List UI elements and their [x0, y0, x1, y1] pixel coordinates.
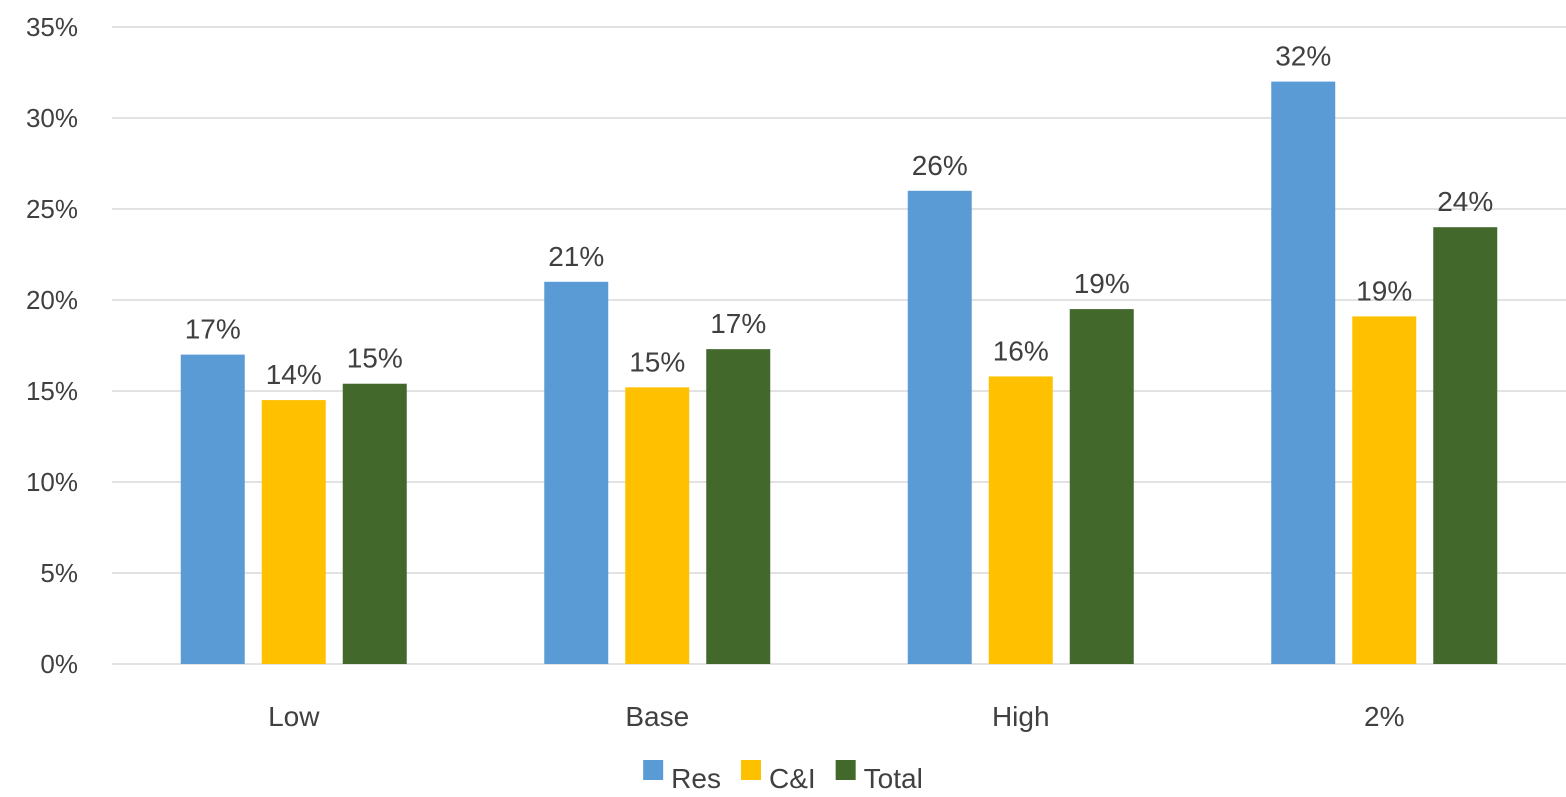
y-axis-tick-labels: 0% 5% 10% 15% 20% 25% 30% 35% [26, 12, 78, 679]
data-label: 32% [1275, 41, 1331, 72]
bar-res-2pct [1271, 81, 1336, 665]
data-label: 15% [629, 346, 685, 377]
legend-item: C&I [740, 760, 816, 794]
x-category-label: Low [268, 701, 320, 732]
data-label: 16% [993, 335, 1049, 366]
y-tick-label: 35% [26, 12, 78, 42]
data-labels: 17% 14% 15% 21% 15% 17% 26% 16% 19% 32% 19% 24% [185, 41, 1494, 391]
bar-ci-base [625, 387, 690, 664]
bar-ci-2pct [1352, 316, 1417, 664]
data-label: 24% [1437, 186, 1493, 217]
bars [180, 81, 1498, 665]
data-label: 21% [548, 241, 604, 272]
bar-res-high [907, 190, 972, 665]
legend-label: C&I [769, 763, 816, 794]
legend-item: Total [835, 760, 923, 794]
bar-total-base [706, 349, 771, 664]
bar-ci-low [261, 400, 326, 664]
bar-total-high [1069, 309, 1134, 664]
data-label: 17% [185, 314, 241, 345]
bar-res-low [180, 354, 245, 664]
bar-ci-high [988, 376, 1053, 664]
y-tick-label: 20% [26, 285, 78, 315]
x-category-label: High [992, 701, 1050, 732]
legend-label: Total [864, 763, 923, 794]
data-label: 26% [912, 150, 968, 181]
y-tick-label: 15% [26, 376, 78, 406]
legend: Res C&I Total [643, 760, 923, 794]
y-tick-label: 10% [26, 467, 78, 497]
data-label: 19% [1074, 268, 1130, 299]
data-label: 14% [266, 359, 322, 390]
bar-total-2pct [1433, 227, 1498, 664]
x-axis-category-labels: Low Base High 2% [268, 701, 1404, 732]
y-tick-label: 25% [26, 194, 78, 224]
legend-item: Res [643, 760, 721, 794]
bar-res-base [544, 281, 609, 664]
legend-label: Res [671, 763, 721, 794]
data-label: 17% [710, 308, 766, 339]
data-label: 19% [1356, 275, 1412, 306]
gridlines [112, 26, 1566, 665]
legend-swatch [643, 760, 664, 780]
data-label: 15% [347, 343, 403, 374]
x-category-label: Base [625, 701, 689, 732]
y-tick-label: 5% [40, 558, 78, 588]
y-tick-label: 30% [26, 103, 78, 133]
bar-total-low [342, 383, 407, 664]
legend-swatch [835, 760, 856, 780]
y-tick-label: 0% [40, 649, 78, 679]
legend-swatch [740, 760, 761, 780]
x-category-label: 2% [1364, 701, 1404, 732]
